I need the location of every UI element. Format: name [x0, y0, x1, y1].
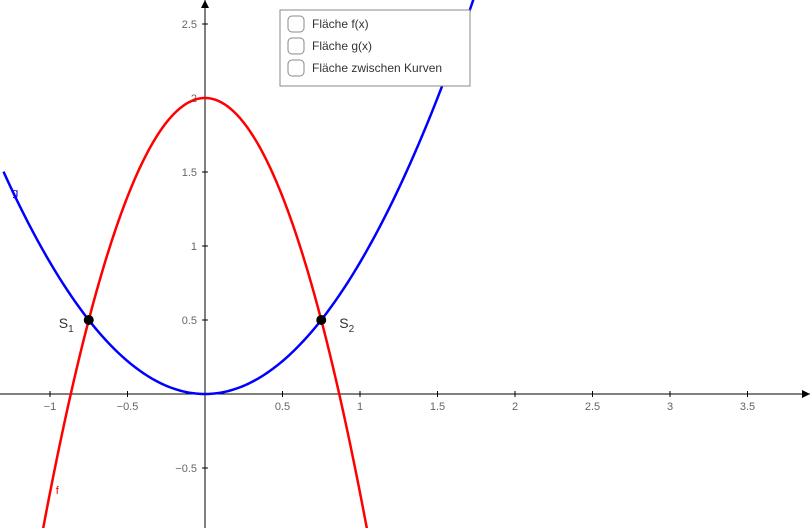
y-axis-arrow — [201, 0, 209, 8]
x-tick-label: 3 — [667, 401, 673, 413]
y-tick-label: 1 — [191, 241, 197, 253]
legend: Fläche f(x) Fläche g(x) Fläche zwischen Ku… — [280, 10, 470, 86]
y-tick-label: 0.5 — [182, 315, 197, 327]
x-tick-label: 0.5 — [275, 401, 290, 413]
y-tick-label: 1.5 — [182, 167, 197, 179]
y-tick-label: −0.5 — [175, 463, 197, 475]
chart-container: −1−0.50.511.522.533.5−0.50.511.522.5gfS1… — [0, 0, 810, 528]
x-tick-label: −1 — [44, 401, 57, 413]
chart-svg: −1−0.50.511.522.533.5−0.50.511.522.5gfS1… — [0, 0, 810, 528]
legend-checkbox[interactable] — [288, 16, 304, 32]
y-tick-label: 2.5 — [182, 19, 197, 31]
legend-checkbox[interactable] — [288, 60, 304, 76]
x-tick-label: 1.5 — [430, 401, 445, 413]
x-tick-label: 3.5 — [740, 401, 755, 413]
legend-checkbox[interactable] — [288, 38, 304, 54]
legend-item-label: Fläche f(x) — [312, 17, 369, 31]
x-tick-label: −0.5 — [117, 401, 139, 413]
point-label-s2: S2 — [339, 315, 354, 335]
curve-f-label: f — [56, 485, 60, 497]
curve-g-label: g — [12, 187, 18, 199]
legend-item-label: Fläche zwischen Kurven — [312, 61, 442, 75]
intersection-point — [84, 315, 94, 325]
x-tick-label: 2.5 — [585, 401, 600, 413]
x-tick-label: 2 — [512, 401, 518, 413]
point-label-s1: S1 — [59, 315, 74, 335]
x-axis-arrow — [802, 390, 810, 398]
legend-item-label: Fläche g(x) — [312, 39, 372, 53]
x-tick-label: 1 — [357, 401, 363, 413]
intersection-point — [316, 315, 326, 325]
